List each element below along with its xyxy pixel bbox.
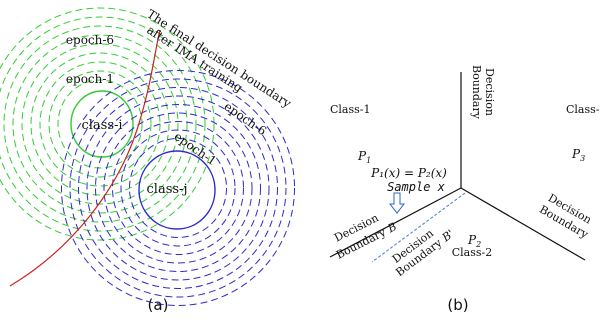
- sample-label: Sample x: [387, 180, 446, 194]
- panel-a-caption: (a): [148, 296, 169, 314]
- decision-boundary-right-line: [460, 187, 586, 261]
- p1-label: P1: [357, 149, 371, 165]
- equation-label: P₁(x) = P₂(x): [370, 166, 447, 180]
- class-2-label: Class-2: [452, 246, 493, 259]
- green-epoch-rings: [0, 7, 215, 241]
- blue-epoch-rings: [61, 70, 295, 306]
- blue-epoch-ring-2: [120, 129, 236, 247]
- p3-label: P3: [571, 147, 585, 163]
- green-epoch-ring-7: [3, 25, 197, 223]
- final-decision-boundary-curve: [9, 29, 161, 287]
- green-epoch-6-label: epoch-6: [66, 33, 114, 47]
- blue-epoch-ring-4: [103, 112, 253, 264]
- class-j-circle: [138, 150, 216, 230]
- green-epoch-ring-2: [48, 70, 152, 178]
- decision-boundary-left-line: [329, 187, 462, 258]
- class-i-circle: [70, 90, 134, 158]
- blue-epoch-ring-1: [129, 138, 227, 238]
- class-j-label: class-j: [147, 182, 188, 197]
- green-epoch-ring-9: [0, 7, 215, 241]
- blue-epoch-ring-8: [69, 78, 287, 298]
- class-3-label: Class-3: [566, 103, 600, 116]
- green-epoch-ring-8: [0, 16, 206, 232]
- green-epoch-ring-4: [30, 52, 170, 196]
- green-epoch-ring-5: [21, 43, 179, 205]
- p2-label: P2: [467, 233, 481, 249]
- sample-arrow-icon: [388, 192, 406, 214]
- green-epoch-ring-1: [57, 79, 143, 169]
- class-1-label: Class-1: [330, 103, 371, 116]
- green-epoch-1-label: epoch-1: [66, 72, 114, 86]
- blue-epoch-ring-6: [86, 95, 270, 281]
- green-epoch-ring-6: [12, 34, 188, 214]
- blue-epoch-ring-9: [61, 70, 295, 306]
- panel-b-caption: (b): [447, 296, 468, 314]
- boundary-top-label-line-2: Boundary: [470, 65, 483, 120]
- panel-b: Class-1 Class-2 Class-3 P1 P2 P3 P₁(x) =…: [329, 65, 600, 314]
- shifted-decision-boundary-dashed-line: [371, 192, 466, 263]
- blue-epoch-ring-7: [78, 87, 278, 289]
- boundary-top-label-line-1: Decision: [483, 68, 496, 116]
- class-i-label: class-i: [81, 118, 122, 133]
- blue-epoch-ring-3: [112, 121, 244, 255]
- blue-epoch-ring-5: [95, 104, 261, 272]
- boundary-label-line-1: The final decision boundary: [144, 7, 294, 111]
- panel-a: class-i epoch-1 epoch-6 class-j epoch-1 …: [0, 7, 295, 314]
